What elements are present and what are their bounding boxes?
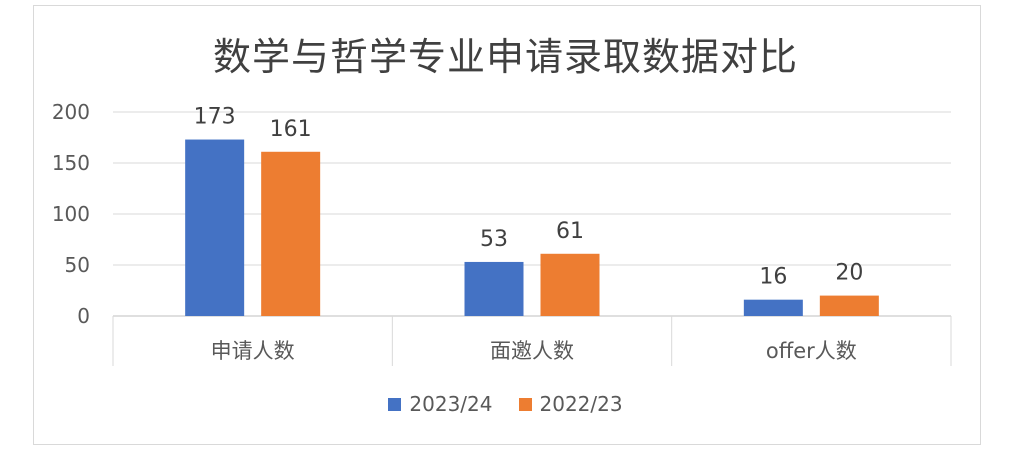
- bar-series-0-1[interactable]: [464, 261, 524, 316]
- y-tick-label: 200: [52, 100, 90, 124]
- y-tick-label: 100: [52, 202, 90, 226]
- data-label: 16: [759, 265, 787, 290]
- data-label: 161: [270, 117, 312, 142]
- x-tick-label: offer人数: [766, 339, 857, 363]
- chart-title: 数学与哲学专业申请录取数据对比: [212, 35, 798, 79]
- bar-series-1-1[interactable]: [540, 253, 600, 316]
- bars: [185, 139, 879, 316]
- legend: 2023/24 2022/23: [0, 392, 1011, 416]
- legend-swatch-series-1: [518, 397, 532, 411]
- y-tick-label: 50: [65, 253, 90, 277]
- data-label: 20: [835, 261, 863, 286]
- y-tick-label: 150: [52, 151, 90, 175]
- y-tick-label: 0: [77, 304, 90, 328]
- data-label: 173: [194, 105, 236, 130]
- legend-item-series-0[interactable]: 2023/24: [388, 392, 493, 416]
- bar-series-1-2[interactable]: [819, 295, 879, 316]
- x-tick-label: 申请人数: [211, 339, 295, 363]
- legend-label-series-1: 2022/23: [539, 392, 623, 416]
- x-tick-label: 面邀人数: [490, 339, 574, 363]
- bar-series-0-2[interactable]: [743, 299, 803, 316]
- gridlines: [112, 111, 952, 366]
- data-labels: 173 161 53 61 16 20: [194, 105, 864, 290]
- bar-series-0-0[interactable]: [185, 139, 245, 316]
- data-label: 61: [556, 219, 584, 244]
- y-axis-ticks: 0 50 100 150 200: [52, 100, 90, 328]
- legend-swatch-series-0: [388, 397, 402, 411]
- legend-item-series-1[interactable]: 2022/23: [518, 392, 623, 416]
- x-axis-ticks: 申请人数 面邀人数 offer人数: [211, 339, 857, 363]
- data-label: 53: [480, 227, 508, 252]
- legend-label-series-0: 2023/24: [409, 392, 493, 416]
- bar-series-1-0[interactable]: [261, 151, 321, 316]
